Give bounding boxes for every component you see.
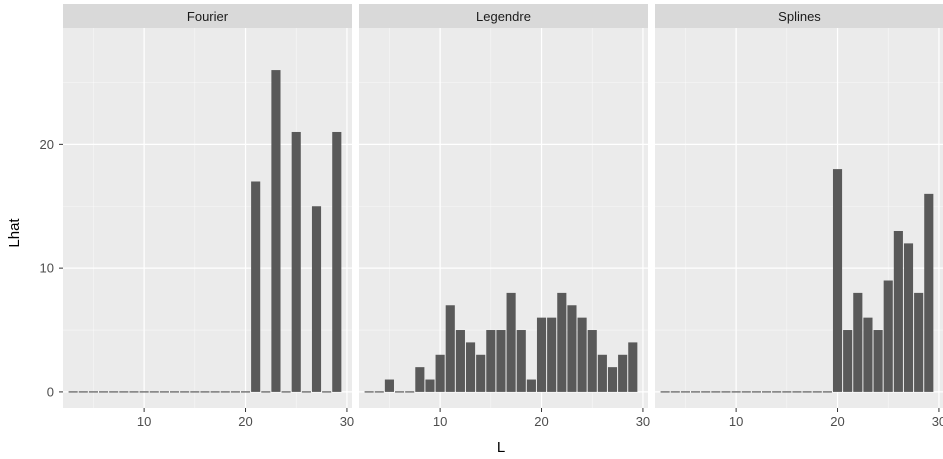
bar	[465, 342, 476, 392]
bar	[332, 131, 342, 392]
bar	[903, 243, 914, 392]
bar	[832, 169, 843, 392]
x-tick-label: 20	[238, 414, 252, 429]
bar	[506, 292, 516, 392]
bar	[455, 330, 465, 392]
bar	[883, 280, 893, 392]
x-tick-label: 30	[340, 414, 354, 429]
x-tick-label: 10	[433, 414, 447, 429]
facet-strip-label: Fourier	[187, 9, 229, 24]
y-tick-label: 20	[40, 137, 54, 152]
bar	[924, 193, 934, 392]
y-tick-label: 0	[47, 384, 54, 399]
bar	[445, 305, 455, 392]
bar	[251, 181, 261, 392]
bar	[893, 230, 903, 392]
bar	[271, 70, 281, 392]
bar	[476, 354, 486, 392]
bar	[618, 354, 628, 392]
panel-background	[63, 28, 352, 408]
bar	[516, 330, 526, 392]
bar	[384, 379, 394, 392]
x-tick-label: 30	[932, 414, 943, 429]
x-tick-label: 30	[636, 414, 650, 429]
x-tick-label: 10	[729, 414, 743, 429]
bar	[873, 330, 883, 392]
x-tick-label: 20	[534, 414, 548, 429]
y-axis-title: Lhat	[6, 218, 23, 248]
bar	[435, 354, 445, 392]
panel-splines: Splines 10 20 30	[655, 4, 943, 429]
bar	[914, 292, 924, 392]
facet-strip-label: Splines	[778, 9, 821, 24]
facet-strip	[655, 4, 943, 28]
bar	[291, 131, 301, 392]
facet-strip	[63, 4, 352, 28]
bar	[415, 367, 425, 392]
bar	[577, 317, 587, 392]
bar	[557, 292, 567, 392]
bar	[526, 379, 536, 392]
bar	[863, 317, 873, 392]
x-tick-label: 20	[830, 414, 844, 429]
facet-strip-label: Legendre	[476, 9, 531, 24]
x-axis-title: L	[497, 439, 505, 456]
bar	[597, 354, 607, 392]
bar	[628, 342, 638, 392]
bar	[587, 330, 597, 392]
x-tick-label: 10	[137, 414, 151, 429]
bar	[425, 379, 435, 392]
bar	[567, 305, 577, 392]
panels-layer: 0 10 20 Fourier 10 20 30 Legendre 10 20 30 Splines 1…	[40, 4, 943, 429]
bar	[311, 206, 322, 392]
facet-strip	[359, 4, 648, 28]
bar	[547, 317, 557, 392]
bar	[486, 330, 496, 392]
bar	[536, 317, 547, 392]
y-tick-label: 10	[40, 261, 54, 276]
panel-fourier: Fourier 10 20 30	[63, 4, 354, 429]
bar	[496, 330, 506, 392]
bar	[607, 367, 618, 392]
bar	[843, 330, 853, 392]
panel-legendre: Legendre 10 20 30	[359, 4, 650, 429]
bar	[853, 292, 863, 392]
